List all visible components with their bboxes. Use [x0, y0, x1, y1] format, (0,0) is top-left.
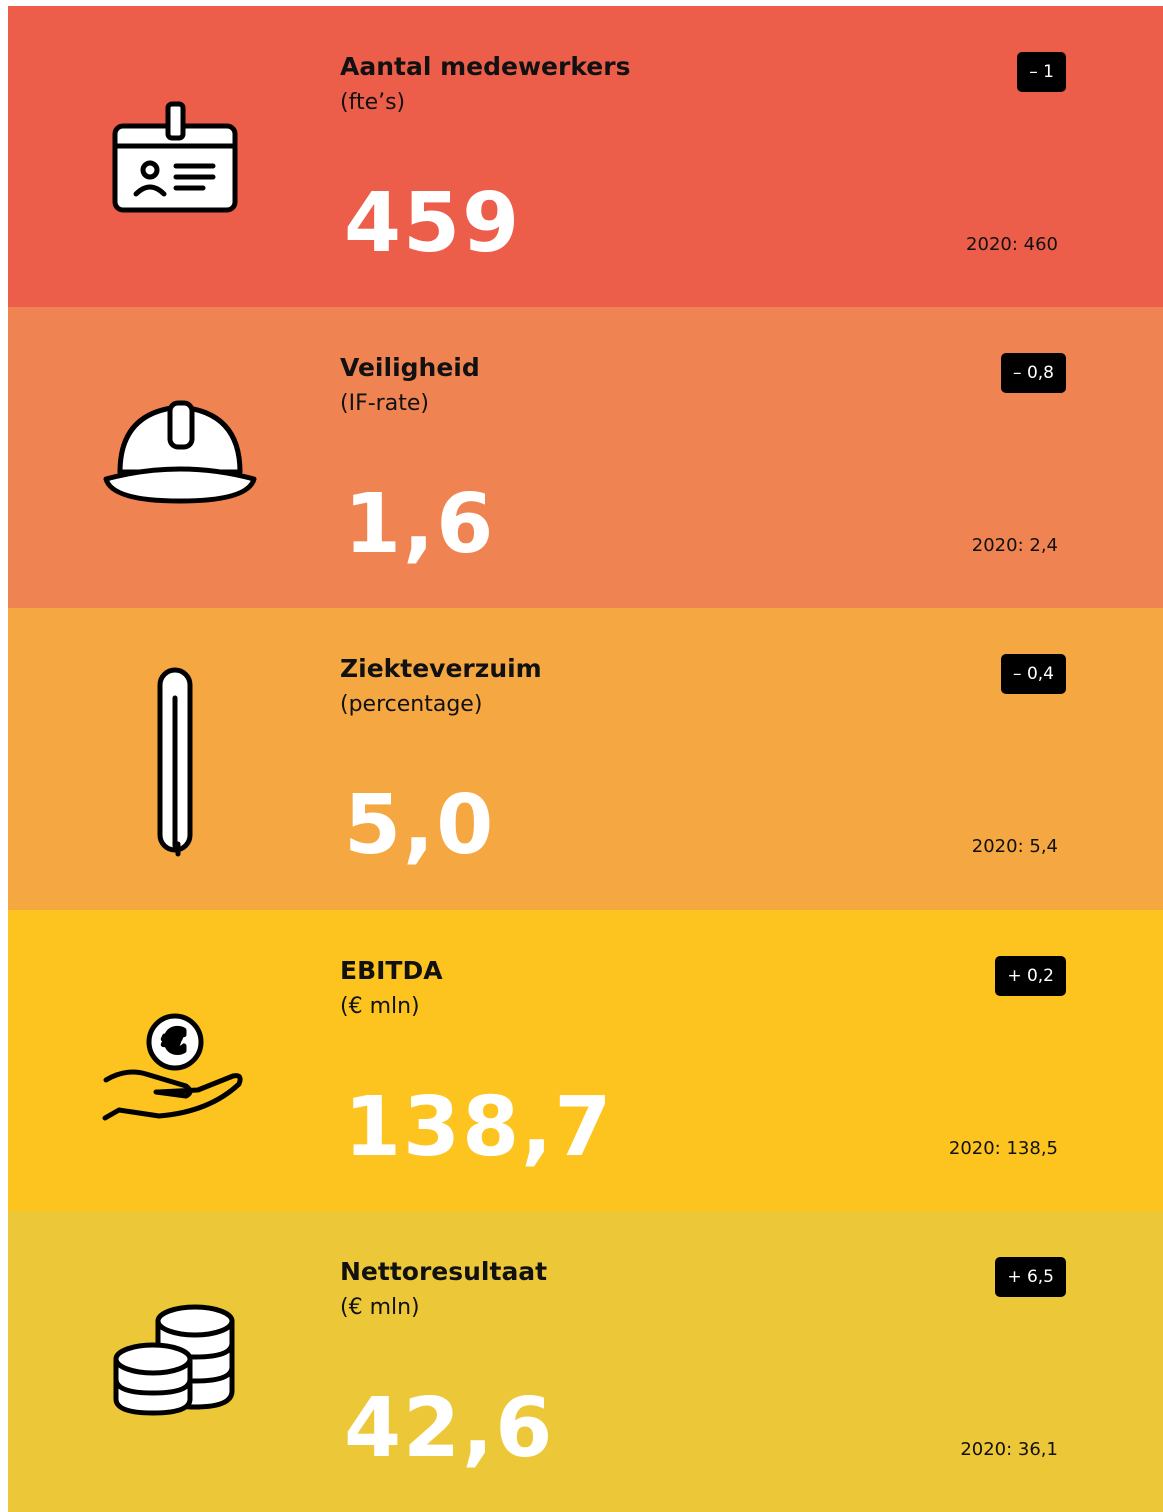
kpi-unit: (€ mln) [340, 993, 420, 1019]
kpi-value: 459 [344, 176, 522, 271]
previous-value: 2020: 460 [966, 234, 1058, 255]
kpi-panel: Nettoresultaat (€ mln) + 6,5 42,6 2020: … [8, 1210, 1163, 1512]
coins-icon [113, 1304, 235, 1416]
kpi-value: 1,6 [344, 477, 496, 573]
helmet-icon [103, 400, 257, 504]
kpi-title: Aantal medewerkers [340, 52, 631, 81]
previous-value: 2020: 138,5 [948, 1137, 1058, 1159]
previous-value: 2020: 2,4 [971, 535, 1058, 557]
kpi-value: 5,0 [344, 778, 496, 874]
kpi-title: Nettoresultaat [340, 1256, 548, 1286]
kpi-unit: (€ mln) [340, 1294, 420, 1320]
change-badge: – 0,8 [1001, 353, 1066, 394]
kpi-panel: € EBITDA (€ mln) + 0,2 138,7 2020: 138,5 [8, 909, 1163, 1211]
kpi-title: EBITDA [340, 955, 443, 985]
coin-hand-icon: € [102, 1013, 243, 1121]
change-badge: + 0,2 [995, 955, 1066, 996]
kpi-title: Ziekteverzuim [340, 654, 542, 684]
kpi-unit: (percentage) [340, 692, 483, 718]
kpi-panel: Veiligheid (IF-rate) – 0,8 1,6 2020: 2,4 [8, 307, 1163, 609]
kpi-title: Veiligheid [340, 353, 480, 383]
kpi-unit: (fte’s) [340, 90, 406, 115]
previous-value: 2020: 5,4 [971, 836, 1058, 858]
previous-value: 2020: 36,1 [960, 1438, 1058, 1460]
kpi-panel: Ziekteverzuim (percentage) – 0,4 5,0 202… [8, 608, 1163, 910]
kpi-value: 42,6 [344, 1380, 555, 1476]
kpi-list: Aantal medewerkers (fte’s) – 1 459 2020:… [8, 6, 1163, 1512]
change-badge: + 6,5 [995, 1256, 1066, 1297]
change-badge: – 1 [1017, 52, 1066, 92]
kpi-value: 138,7 [344, 1079, 614, 1175]
badge-icon [112, 101, 238, 213]
kpi-panel: Aantal medewerkers (fte’s) – 1 459 2020:… [8, 6, 1163, 308]
kpi-unit: (IF-rate) [340, 391, 429, 417]
thermometer-icon [157, 667, 193, 857]
change-badge: – 0,4 [1001, 654, 1066, 695]
svg-text:€: € [163, 1022, 186, 1060]
